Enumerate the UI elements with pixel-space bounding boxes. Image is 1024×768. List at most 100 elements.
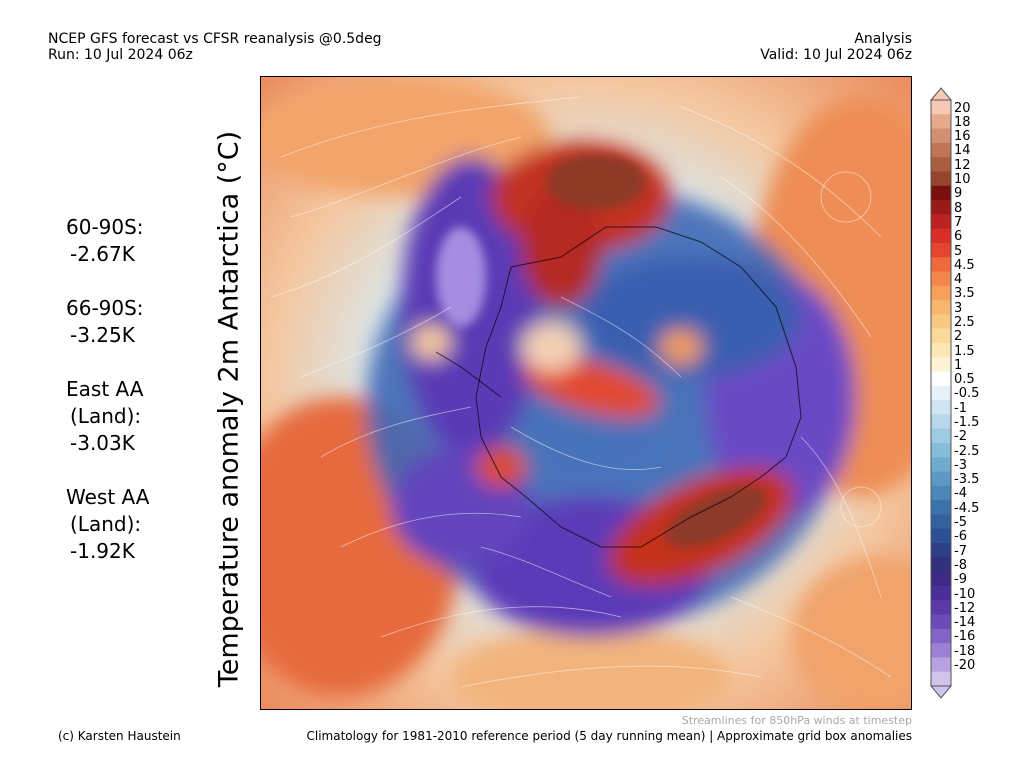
colorbar-segment bbox=[931, 457, 951, 473]
colorbar-segment bbox=[931, 285, 951, 301]
colorbar-segment bbox=[931, 643, 951, 658]
colorbar-segment bbox=[931, 543, 951, 558]
hot-cores bbox=[436, 154, 767, 548]
colorbar-tick-label: -16 bbox=[954, 629, 976, 645]
colorbar-tick-label: 0.5 bbox=[954, 372, 975, 388]
colorbar-segment bbox=[931, 142, 951, 158]
map-title-vertical: Temperature anomaly 2m Antarctica (°C) bbox=[213, 130, 245, 688]
colorbar-tick-label: 1.5 bbox=[954, 343, 975, 359]
colorbar-tick-label: 12 bbox=[954, 157, 971, 173]
colorbar-segment bbox=[931, 571, 951, 587]
colorbar-tick-label: -10 bbox=[954, 586, 976, 602]
anomaly-map bbox=[260, 76, 912, 710]
colorbar-segment bbox=[931, 500, 951, 515]
colorbar-tick-label: -1.5 bbox=[954, 415, 980, 430]
colorbar-tick-label: -3 bbox=[954, 457, 967, 473]
peninsula bbox=[435, 351, 502, 398]
analysis-label: Analysis bbox=[854, 31, 912, 47]
stat-value: -3.03K bbox=[70, 431, 135, 455]
colorbar-segment bbox=[931, 485, 951, 501]
stat-east-aa: East AA (Land): -3.03K bbox=[66, 376, 149, 457]
colorbar-segment bbox=[931, 414, 951, 430]
colorbar-segment bbox=[931, 100, 951, 115]
colorbar-tick-label: -8 bbox=[954, 557, 967, 573]
colorbar-segment bbox=[931, 400, 951, 415]
colorbar-segment bbox=[931, 114, 951, 130]
model-title: NCEP GFS forecast vs CFSR reanalysis @0.… bbox=[48, 31, 382, 47]
header-right: Analysis Valid: 10 Jul 2024 06z bbox=[760, 31, 912, 63]
colorbar-tick-label: -2.5 bbox=[954, 443, 980, 459]
colorbar-segment bbox=[931, 528, 951, 544]
colorbar-segment bbox=[931, 214, 951, 230]
valid-time: Valid: 10 Jul 2024 06z bbox=[760, 47, 912, 63]
copyright: (c) Karsten Haustein bbox=[58, 729, 181, 743]
wind-streamlines bbox=[270, 96, 892, 688]
colorbar-segment bbox=[931, 357, 951, 373]
stat-value: -2.67K bbox=[70, 242, 135, 266]
colorbar-tick-label: 1 bbox=[954, 357, 963, 373]
colorbar-tick-label: 20 bbox=[954, 100, 971, 116]
colorbar-segment bbox=[931, 657, 951, 673]
colorbar-tick-label: -12 bbox=[954, 600, 976, 616]
colorbar-segment bbox=[931, 443, 951, 458]
colorbar-max-arrow bbox=[929, 87, 953, 101]
colorbar-tick-label: 7 bbox=[954, 214, 963, 230]
colorbar-segment bbox=[931, 228, 951, 244]
colorbar-tick-label: 9 bbox=[954, 186, 963, 202]
stat-60-90s: 60-90S: -2.67K bbox=[66, 214, 149, 268]
colorbar bbox=[929, 86, 953, 704]
colorbar-segment bbox=[931, 342, 951, 358]
colorbar-min-arrow bbox=[929, 685, 953, 699]
colorbar-tick-label: -14 bbox=[954, 615, 976, 631]
climatology-note: Climatology for 1981-2010 reference peri… bbox=[306, 729, 913, 743]
colorbar-segment bbox=[931, 614, 951, 630]
colorbar-tick-label: -9 bbox=[954, 572, 967, 588]
colorbar-segment bbox=[931, 385, 951, 401]
stat-label: East AA bbox=[66, 377, 144, 401]
colorbar-tick-label: 14 bbox=[954, 143, 971, 159]
colorbar-tick-label: -18 bbox=[954, 643, 976, 659]
colorbar-segment bbox=[931, 314, 951, 330]
colorbar-segment bbox=[931, 428, 951, 444]
header-left: NCEP GFS forecast vs CFSR reanalysis @0.… bbox=[48, 31, 382, 63]
colorbar-segment bbox=[931, 128, 951, 144]
colorbar-svg bbox=[929, 87, 953, 699]
streamline-note: Streamlines for 850hPa winds at timestep bbox=[681, 714, 912, 727]
regional-stats: 60-90S: -2.67K 66-90S: -3.25K East AA (L… bbox=[66, 214, 149, 592]
colorbar-tick-label: 18 bbox=[954, 114, 971, 130]
stat-west-aa: West AA (Land): -1.92K bbox=[66, 484, 149, 565]
colorbar-segment bbox=[931, 628, 951, 644]
colorbar-segment bbox=[931, 185, 951, 201]
stat-label: 66-90S: bbox=[66, 296, 144, 320]
colorbar-segment bbox=[931, 514, 951, 530]
colorbar-tick-label: 10 bbox=[954, 172, 971, 188]
stat-sublabel: (Land): bbox=[70, 512, 142, 536]
colorbar-segment bbox=[931, 257, 951, 273]
colorbar-segment bbox=[931, 600, 951, 616]
colorbar-tick-label: -0.5 bbox=[954, 386, 980, 402]
colorbar-segment bbox=[931, 271, 951, 287]
stat-sublabel: (Land): bbox=[70, 404, 142, 428]
colorbar-tick-label: -3.5 bbox=[954, 472, 980, 488]
colorbar-tick-label: 16 bbox=[954, 129, 971, 145]
colorbar-tick-label: -7 bbox=[954, 543, 967, 559]
colorbar-tick-label: 4.5 bbox=[954, 257, 975, 273]
colorbar-segment bbox=[931, 585, 951, 601]
stat-value: -1.92K bbox=[70, 539, 135, 563]
colorbar-segment bbox=[931, 671, 951, 687]
colorbar-segment bbox=[931, 371, 951, 387]
run-time: Run: 10 Jul 2024 06z bbox=[48, 47, 193, 63]
colorbar-tick-label: 2.5 bbox=[954, 314, 975, 330]
stat-label: West AA bbox=[66, 485, 150, 509]
colorbar-segment bbox=[931, 300, 951, 315]
colorbar-tick-label: 6 bbox=[954, 229, 963, 245]
colorbar-segment bbox=[931, 171, 951, 187]
colorbar-tick-label: -1 bbox=[954, 400, 967, 416]
colorbar-tick-label: 4 bbox=[954, 272, 963, 288]
colorbar-tick-label: -20 bbox=[954, 657, 976, 673]
colorbar-segment bbox=[931, 200, 951, 215]
colorbar-tick-label: 8 bbox=[954, 200, 963, 216]
colorbar-segment bbox=[931, 242, 951, 258]
colorbar-segment bbox=[931, 557, 951, 573]
colorbar-tick-label: -6 bbox=[954, 529, 967, 545]
